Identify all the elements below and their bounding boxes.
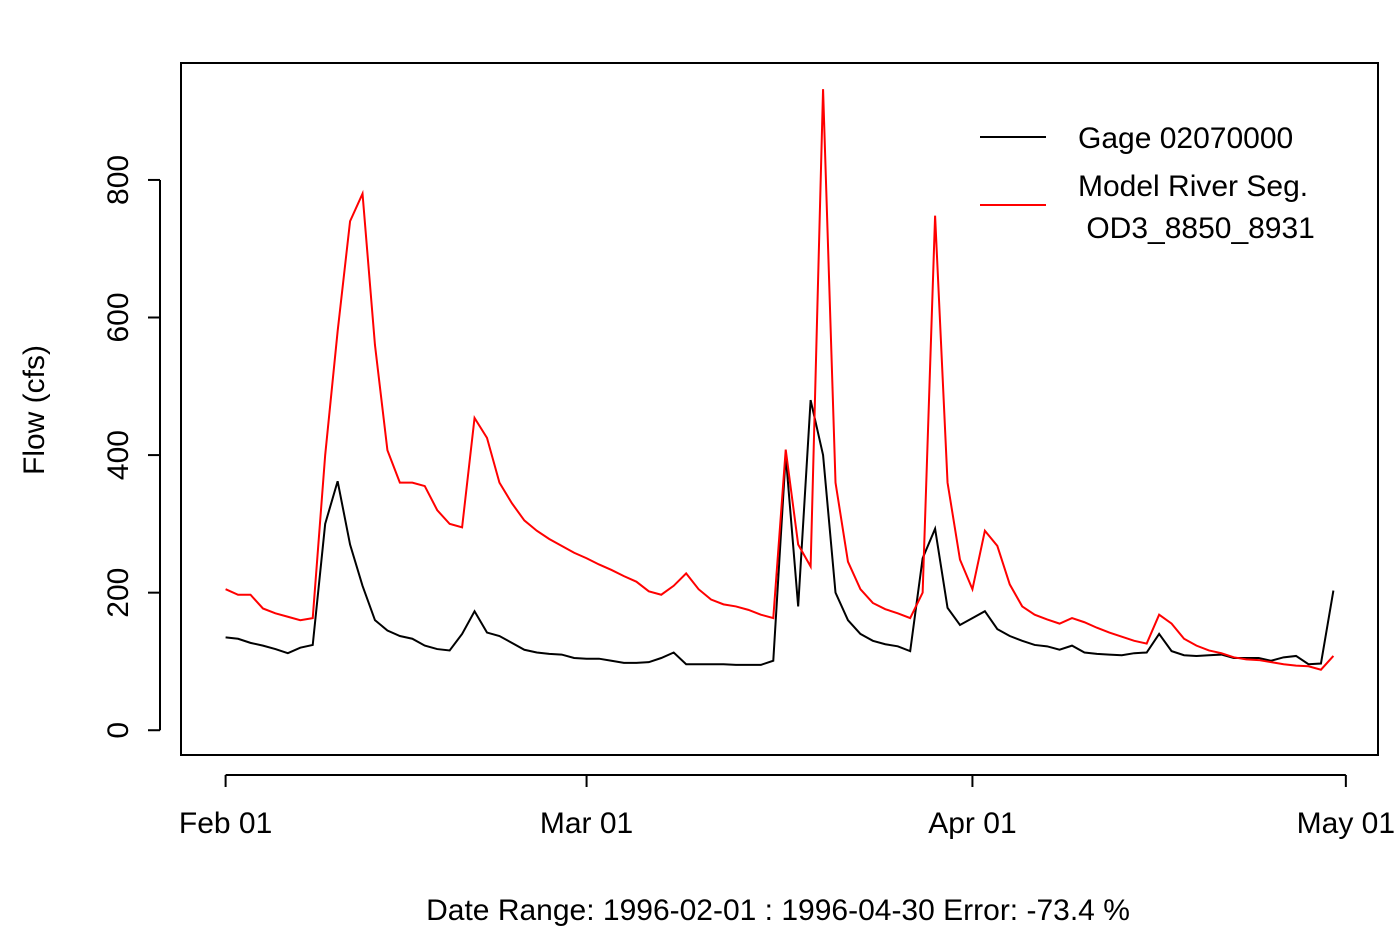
y-tick-label: 200 [102, 568, 135, 618]
legend-label: Gage 02070000 [1078, 122, 1294, 155]
y-tick-label: 600 [102, 292, 135, 342]
y-axis-label: Flow (cfs) [18, 345, 51, 475]
y-tick-label: 800 [102, 155, 135, 205]
x-tick-label: Feb 01 [179, 807, 272, 840]
y-tick-label: 0 [102, 722, 135, 739]
plot-frame [180, 62, 1379, 756]
legend-label: Model River Seg. OD3_8850_8931 [1078, 170, 1315, 245]
data-line [225, 89, 1335, 671]
x-tick-label: May 01 [1297, 807, 1395, 840]
x-tick-label: Mar 01 [540, 807, 633, 840]
data-line [225, 399, 1335, 666]
x-tick-label: Apr 01 [928, 807, 1016, 840]
x-axis-label: Date Range: 1996-02-01 : 1996-04-30 Erro… [426, 894, 1130, 927]
y-tick-label: 400 [102, 430, 135, 480]
